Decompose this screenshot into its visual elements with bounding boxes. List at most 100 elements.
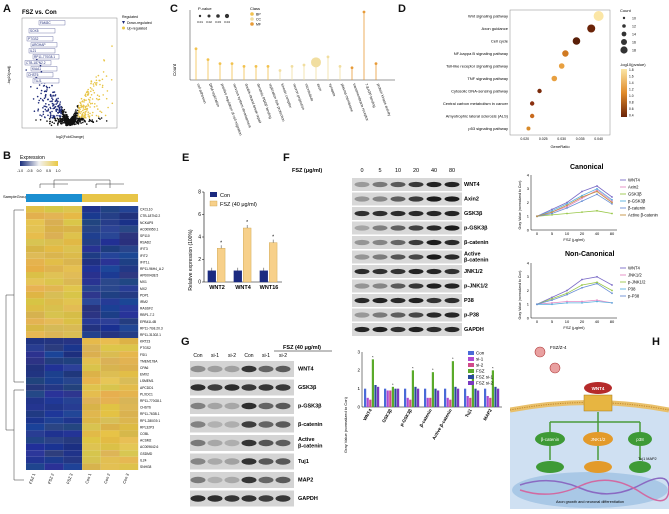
volcano-point xyxy=(77,111,80,113)
go-point xyxy=(254,65,258,68)
line-xtick: 0 xyxy=(536,231,539,236)
go-term: axon xyxy=(316,83,322,92)
blot-f-band xyxy=(354,268,370,275)
blot-g-band xyxy=(275,439,291,447)
volcano-point xyxy=(88,120,90,123)
go-term: neuron projection xyxy=(292,83,305,110)
volcano-point xyxy=(75,118,77,120)
heatmap-cell xyxy=(44,430,64,437)
line-xtick: 5 xyxy=(551,319,554,324)
blot-g-band xyxy=(224,384,240,391)
volcano-point xyxy=(65,113,68,116)
heatmap-gene: RP11-770G8.1 xyxy=(140,399,162,403)
blot-f-strip xyxy=(352,207,462,220)
g-bar xyxy=(424,388,427,407)
volcano-point xyxy=(91,102,94,105)
line-point xyxy=(596,282,598,285)
line-legend-label: Active β-catenin xyxy=(628,213,659,218)
chart-e-relative-expression: Con FSZ (40 μg/ml) Relative expression (… xyxy=(188,190,282,291)
heatmap-cell xyxy=(100,344,120,352)
blot-f-strip xyxy=(352,294,462,307)
volcano-point xyxy=(81,114,83,116)
volcano-point xyxy=(74,111,77,113)
heatmap-cell xyxy=(119,351,139,358)
heatmap-gene: PDP1 xyxy=(140,293,149,297)
count-dot xyxy=(620,46,628,54)
go-point xyxy=(338,65,342,68)
heatmap-cell xyxy=(119,232,139,239)
heatmap-cell xyxy=(119,404,139,411)
volcano-point xyxy=(90,90,92,93)
heatmap-cell xyxy=(26,298,45,305)
g-legend-swatch xyxy=(468,381,474,385)
line-legend-label: GSK3β xyxy=(628,192,642,197)
e-category: WNT4 xyxy=(235,285,252,291)
volcano-legend-up: Up-regulated xyxy=(127,27,147,31)
go-point xyxy=(290,65,294,68)
heatmap-cell xyxy=(100,404,120,411)
blot-f-band xyxy=(390,283,406,289)
blot-f-band xyxy=(408,254,424,260)
e-bar xyxy=(233,270,242,283)
kegg-pathway: Wnt signaling pathway xyxy=(468,14,508,19)
go-term: 7-8 ATP binding xyxy=(364,83,376,108)
blot-f-dose: 80 xyxy=(449,168,455,174)
volcano-point xyxy=(84,112,86,115)
kegg-x-tick: 0.020 xyxy=(520,137,529,141)
panel-label-e: E xyxy=(182,152,190,164)
volcano-point xyxy=(92,89,95,92)
volcano-point xyxy=(89,106,91,108)
line-point xyxy=(611,198,613,201)
blot-f-band xyxy=(426,268,442,275)
heatmap-gene: RP11-763B.1 xyxy=(140,412,160,416)
heatmap-cell xyxy=(119,390,139,398)
kegg-dot xyxy=(551,75,558,82)
heatmap-cell xyxy=(119,371,139,378)
heatmap-gene: IFIT3 xyxy=(140,247,148,251)
heatmap-column-labels: FSZ 1 FSZ 2 FSZ 3 Con 1 Con 2 Con 3 xyxy=(28,472,130,485)
heatmap-gene: ACSM2 xyxy=(140,439,152,443)
go-point xyxy=(350,66,354,70)
go-term: synapse xyxy=(328,83,336,97)
heatmap-gene: GSDMD xyxy=(140,452,153,456)
kegg-dot xyxy=(558,63,565,69)
line-point xyxy=(596,193,598,196)
heatmap-cell xyxy=(44,219,64,226)
volcano-plot: FSZ vs. Con log2(FoldChange) -log10(padj… xyxy=(7,10,152,139)
line-point xyxy=(611,292,613,295)
blot-g-band xyxy=(207,458,223,465)
volcano-point xyxy=(88,117,91,119)
blot-g-lane: Con xyxy=(244,353,253,359)
line-point xyxy=(596,275,598,278)
line-point xyxy=(596,209,598,212)
volcano-point xyxy=(94,81,96,84)
heatmap-cell xyxy=(63,318,83,325)
line-series xyxy=(536,276,613,305)
kegg-dot xyxy=(587,24,596,33)
volcano-point xyxy=(39,114,41,116)
heatmap-cell xyxy=(82,225,101,233)
blot-f: FSZ (μg/ml) 0 5 10 20 40 80 WNT4 Axin2 GSK3β p-GS… xyxy=(290,162,520,340)
heatmap-cell xyxy=(26,206,45,213)
receptor-label: WNT4 xyxy=(592,386,605,391)
heatmap-cell xyxy=(44,291,64,299)
line-legend-label: p-P38 xyxy=(628,294,640,299)
heatmap-gene: EPB41L4B xyxy=(140,320,157,324)
volcano-point xyxy=(84,93,87,95)
heatmap-cell xyxy=(63,252,83,259)
blot-f-band xyxy=(444,225,460,231)
node-beta-catenin xyxy=(535,432,565,446)
row-dendrogram xyxy=(5,209,24,481)
g-sig: * xyxy=(492,365,494,370)
volcano-point xyxy=(97,74,100,77)
heatmap-cell xyxy=(44,324,64,332)
go-ylabel: Count xyxy=(172,63,177,76)
volcano-xlabel: log2(FoldChange) xyxy=(56,135,84,139)
go-term: cell adhesion xyxy=(196,83,207,104)
outputs-label: Tuj1 MAP2 xyxy=(638,457,657,461)
blot-g-band xyxy=(258,384,274,391)
heatmap-cell xyxy=(82,397,101,404)
blot-f-row-label: Active xyxy=(464,252,481,258)
heatmap-gene: RPL32P3 xyxy=(140,425,154,429)
